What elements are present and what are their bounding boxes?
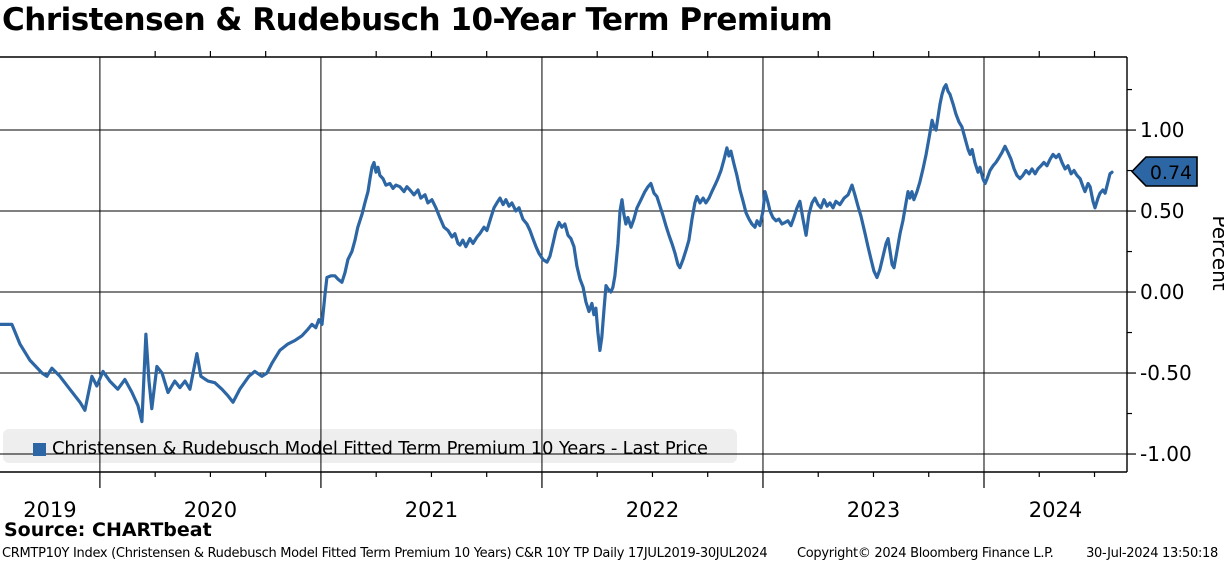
x-tick-label: 2023 [847, 498, 900, 522]
chart-title: Christensen & Rudebusch 10-Year Term Pre… [2, 2, 833, 38]
security-description: CRMTP10Y Index (Christensen & Rudebusch … [2, 546, 768, 561]
x-tick-label: 2021 [405, 498, 458, 522]
footer-bar: CRMTP10Y Index (Christensen & Rudebusch … [0, 546, 1224, 564]
y-tick-label: 0.00 [1140, 280, 1185, 304]
x-tick-label: 2019 [23, 498, 76, 522]
source-label: Source: CHARTbeat [4, 519, 212, 541]
copyright-notice: Copyright© 2024 Bloomberg Finance L.P. [797, 546, 1054, 561]
last-price-value: 0.74 [1150, 162, 1192, 184]
price-line [0, 83, 1114, 424]
y-tick-label: 1.00 [1140, 118, 1185, 142]
y-axis-title: Percent [1208, 215, 1224, 290]
x-tick-label: 2024 [1029, 498, 1082, 522]
timestamp: 30-Jul-2024 13:50:18 [1086, 546, 1218, 561]
x-tick-label: 2022 [626, 498, 679, 522]
last-price-badge [1130, 156, 1198, 187]
legend-swatch-icon [33, 443, 46, 456]
y-tick-label: -0.50 [1140, 361, 1192, 385]
chart-canvas[interactable]: 1.00 0.50 0.00 -0.50 -1.00 Percent 2019 2020 202… [0, 50, 1224, 522]
legend-label: Christensen & Rudebusch Model Fitted Ter… [52, 438, 708, 459]
y-tick-label: 0.50 [1140, 199, 1185, 223]
x-tick-label: 2020 [184, 498, 237, 522]
y-tick-label: -1.00 [1140, 442, 1192, 466]
